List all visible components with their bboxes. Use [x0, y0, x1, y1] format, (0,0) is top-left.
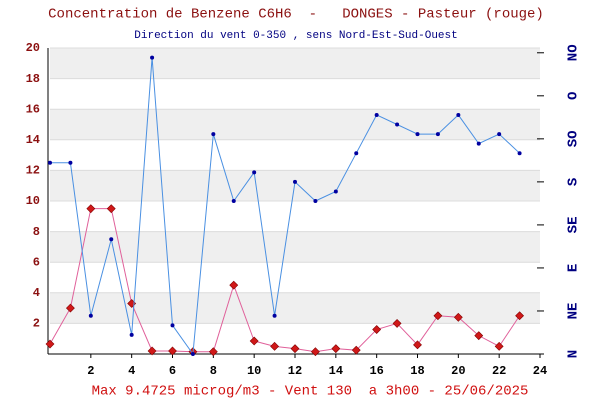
y-tick-label: 4 [33, 286, 40, 300]
grid-band [50, 48, 540, 79]
y2-tick-label: S [566, 178, 582, 186]
chart-subtitle: Direction du vent 0-350 , sens Nord-Est-… [134, 30, 457, 42]
y2-tick-label: NO [566, 44, 582, 61]
point [351, 345, 361, 355]
point [45, 339, 55, 349]
series-line [50, 57, 520, 356]
x-tick-label: 4 [128, 364, 135, 378]
y2-tick-label: O [566, 92, 582, 100]
point [48, 160, 52, 165]
point [415, 132, 420, 137]
y2-tick-label: SO [566, 130, 582, 147]
point [476, 141, 481, 146]
point [413, 340, 422, 350]
point [331, 344, 341, 354]
point [272, 313, 277, 318]
point [109, 237, 114, 242]
point [515, 311, 525, 321]
point [453, 312, 463, 322]
point [372, 325, 382, 334]
y2-tick-label: N [566, 350, 582, 358]
grid-band [50, 170, 540, 201]
y-tick-label: 10 [26, 194, 40, 208]
chart-footer: Max 9.4725 microg/m3 - Vent 130 a 3h00 -… [92, 384, 529, 400]
x-tick-label: 18 [410, 364, 424, 378]
x-tick-label: 14 [329, 364, 343, 378]
point [497, 132, 502, 137]
point [333, 189, 338, 194]
x-tick-label: 20 [451, 364, 465, 378]
y-tick-label: 16 [26, 102, 40, 116]
y-tick-label: 6 [33, 255, 40, 269]
point [168, 346, 177, 356]
y-tick-label: 20 [26, 41, 40, 55]
point [147, 346, 157, 356]
x-tick-label: 6 [169, 364, 176, 378]
point [150, 55, 155, 60]
point [170, 323, 175, 328]
point [474, 331, 484, 341]
point [252, 170, 257, 175]
x-tick-label: 16 [369, 364, 383, 378]
point [435, 132, 440, 137]
point [433, 311, 443, 321]
point [293, 179, 297, 184]
grid-band [50, 109, 540, 140]
point [129, 332, 134, 337]
point [208, 347, 218, 357]
point [517, 151, 522, 156]
point [354, 151, 359, 156]
x-tick-label: 12 [288, 364, 302, 378]
point [231, 199, 236, 203]
y2-tick-label: E [566, 264, 582, 272]
point [313, 199, 318, 203]
bands [50, 48, 540, 324]
y2-tick-label: NE [566, 303, 582, 320]
point [229, 280, 239, 290]
point [374, 112, 379, 117]
point [88, 313, 93, 318]
chart-title: Concentration de Benzene C6H6 - DONGES -… [48, 7, 544, 23]
x-tick-label: 10 [247, 364, 261, 378]
y-tick-label: 8 [33, 225, 40, 239]
grid-band [50, 231, 540, 263]
point [190, 352, 195, 356]
point [68, 160, 73, 165]
x-tick-label: 24 [533, 364, 547, 378]
x-tick-label: 8 [210, 364, 217, 378]
point [392, 318, 402, 328]
y-tick-label: 12 [26, 164, 40, 178]
x-tick-label: 22 [492, 364, 506, 378]
point [86, 204, 96, 214]
point [290, 344, 300, 354]
point [395, 122, 400, 127]
point [456, 112, 461, 117]
y2-tick-label: SE [566, 217, 582, 234]
x-tick-label: 2 [87, 364, 94, 378]
point [65, 303, 75, 313]
point [211, 132, 216, 137]
point [249, 336, 259, 346]
point [494, 341, 504, 351]
y-tick-label: 2 [33, 317, 40, 331]
y-tick-label: 14 [26, 133, 40, 147]
point [106, 204, 116, 214]
point [270, 341, 280, 351]
point [310, 347, 320, 357]
y-tick-label: 18 [26, 72, 40, 86]
